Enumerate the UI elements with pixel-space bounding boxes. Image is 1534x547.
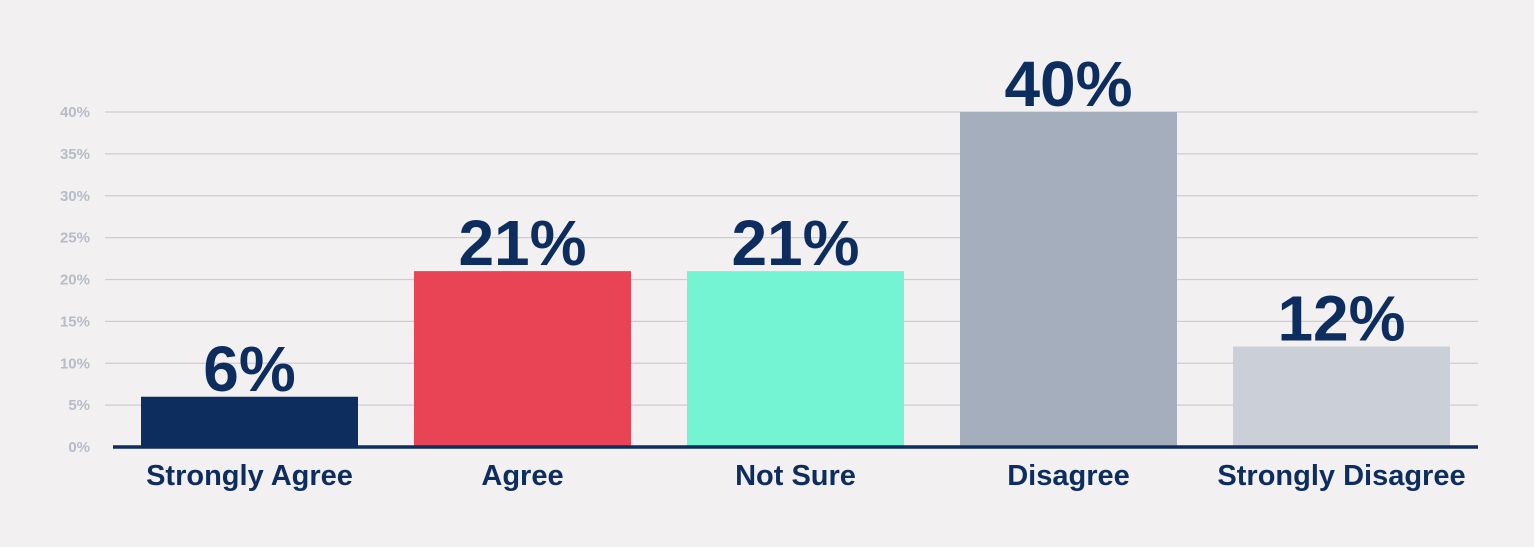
category-label: Disagree — [1007, 460, 1130, 492]
category-labels: Strongly Agree Agree Not Sure Disagree Stron… — [146, 460, 1465, 492]
category-label: Agree — [481, 460, 563, 492]
y-tick-label: 15% — [60, 313, 90, 330]
value-label: 40% — [1004, 48, 1132, 120]
bar — [141, 396, 358, 447]
y-tick-label: 10% — [60, 355, 90, 372]
value-label: 6% — [203, 333, 296, 405]
y-tick-label: 20% — [60, 272, 90, 289]
category-label: Strongly Disagree — [1217, 460, 1465, 492]
value-labels: 6% 21% 21% 40% 12% — [203, 48, 1405, 405]
y-tick-label: 35% — [60, 146, 90, 163]
y-axis-ticks: 0% 5% 10% 15% 20% 25% 30% 35% 40% — [60, 104, 90, 456]
value-label: 21% — [458, 207, 586, 279]
bar — [960, 112, 1177, 447]
bar — [414, 271, 631, 447]
y-tick-label: 30% — [60, 188, 90, 205]
bar — [1233, 346, 1450, 447]
y-tick-label: 5% — [68, 397, 90, 414]
y-tick-label: 25% — [60, 230, 90, 247]
y-tick-label: 40% — [60, 104, 90, 121]
value-label: 21% — [731, 207, 859, 279]
value-label: 12% — [1277, 283, 1405, 355]
category-label: Not Sure — [735, 460, 856, 492]
category-label: Strongly Agree — [146, 460, 353, 492]
bar — [687, 271, 904, 447]
y-tick-label: 0% — [68, 439, 90, 456]
bars — [141, 112, 1450, 447]
